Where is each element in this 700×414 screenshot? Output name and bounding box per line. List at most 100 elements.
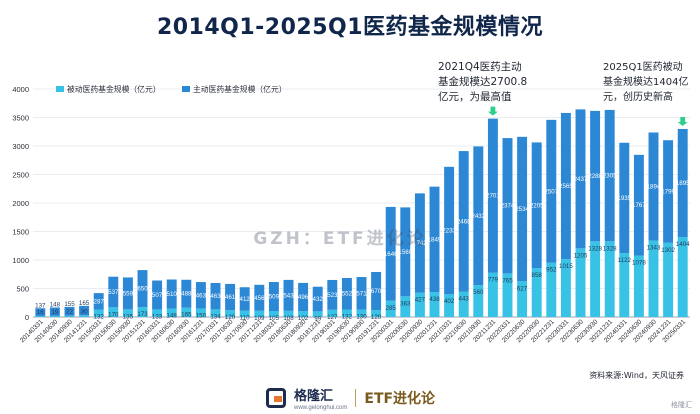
- y-tick-label: 2000: [12, 199, 29, 208]
- value-label-active: 670: [371, 288, 382, 295]
- value-label-passive: 130: [356, 314, 367, 321]
- y-axis-ticks: 0 500 1000 1500 2000 2500 3000 3500 4000: [12, 85, 29, 322]
- bar-passive: [487, 272, 498, 317]
- value-label-passive: 170: [108, 311, 119, 318]
- value-label-active: 412: [240, 296, 251, 303]
- bar-active: [35, 308, 46, 317]
- bar-active: [619, 142, 630, 254]
- value-label-passive: 1015: [559, 263, 573, 270]
- bar-active: [663, 140, 674, 243]
- value-label-passive: 133: [152, 313, 163, 320]
- value-label-active: 650: [137, 286, 148, 293]
- bar-active: [444, 166, 455, 295]
- bar-active: [371, 271, 382, 311]
- value-label-active: 523: [327, 292, 338, 299]
- bar-passive: [575, 248, 586, 317]
- value-label-passive: 1404: [676, 241, 690, 248]
- annotation-line: 基金规模达2700.8: [438, 76, 528, 88]
- bar-passive: [35, 316, 46, 317]
- bar-active: [546, 119, 557, 263]
- bar-active: [93, 293, 104, 310]
- bar-active: [239, 287, 250, 311]
- bar-active: [108, 276, 119, 308]
- bar-active: [487, 118, 498, 273]
- footer-brand: 格隆汇 www.gelonghui.com ETF进化论: [266, 385, 435, 411]
- value-label-passive: 173: [137, 311, 148, 318]
- bar-passive: [444, 294, 455, 317]
- chart-title: 2014Q1-2025Q1医药基金规模情况: [156, 15, 544, 40]
- value-label-passive: 1205: [574, 252, 588, 259]
- brand-text: 格隆汇 www.gelonghui.com: [294, 385, 347, 411]
- value-label-passive: 132: [342, 313, 353, 320]
- legend-label: 被动医药基金规模（亿元）: [67, 84, 161, 94]
- annotation-2025q1: 2025Q1医药被动 基金规模达1404亿 元，创历史新高: [603, 60, 699, 105]
- value-label-active: 1895: [676, 180, 690, 187]
- bar-passive: [166, 308, 177, 317]
- x-axis-ticks: 2014033120140630201409302014123120150331…: [19, 318, 687, 344]
- value-label-passive: 765: [502, 277, 513, 284]
- value-label-active: 510: [167, 291, 178, 298]
- bar-active: [648, 132, 659, 241]
- annotation-line: 2025Q1医药被动: [603, 62, 683, 73]
- bar-active: [517, 136, 528, 282]
- value-label-passive: 22: [66, 309, 73, 316]
- bars: [35, 109, 688, 317]
- brand-domain: www.gelonghui.com: [294, 405, 348, 411]
- bar-passive: [181, 307, 192, 317]
- value-label-passive: 1122: [618, 257, 632, 264]
- annotation-line: 基金规模达1404亿: [603, 77, 689, 88]
- value-label-active: 509: [269, 294, 280, 301]
- value-label-active: 1935: [617, 195, 631, 202]
- y-tick-label: 0: [25, 313, 29, 322]
- value-label-active: 2374: [501, 203, 515, 210]
- bar-passive: [108, 307, 119, 317]
- bar-active: [429, 186, 440, 293]
- value-label-passive: 105: [269, 315, 280, 322]
- bar-passive: [604, 241, 615, 317]
- value-label-passive: 443: [459, 296, 470, 303]
- value-label-active: 1799: [661, 189, 675, 196]
- source-note: 资料来源:Wind，天风证券: [589, 371, 684, 380]
- bar-passive: [502, 273, 513, 317]
- value-label-active: 2534: [515, 206, 529, 213]
- bar-passive: [356, 309, 367, 317]
- legend-swatch: [182, 86, 190, 92]
- value-label-passive: 1302: [661, 247, 675, 254]
- value-label-passive: 1343: [647, 244, 661, 251]
- annotation-arrow-icon: [677, 116, 688, 126]
- y-tick-label: 1500: [12, 228, 29, 237]
- annotation-line: 2021Q4医药主动: [438, 61, 522, 73]
- bar-passive: [283, 310, 294, 317]
- value-label-passive: 858: [532, 272, 543, 279]
- value-label-active: 559: [123, 290, 134, 297]
- value-label-passive: 132: [94, 313, 105, 320]
- value-label-active: 537: [108, 289, 119, 296]
- brand-divider: [355, 389, 357, 407]
- bar-active: [341, 278, 352, 310]
- value-label-active: 543: [283, 292, 294, 299]
- bar-active: [604, 109, 615, 242]
- value-label-passive: 109: [254, 315, 265, 322]
- value-label-passive: 402: [444, 298, 455, 305]
- bar-passive: [619, 253, 630, 317]
- bar-active: [166, 279, 177, 309]
- value-label-passive: 952: [546, 267, 557, 274]
- value-label-active: 148: [50, 301, 61, 308]
- value-label-passive: 363: [400, 300, 411, 307]
- value-label-active: 2288: [588, 173, 602, 180]
- value-label-active: 496: [298, 294, 309, 301]
- value-label-active: 552: [342, 291, 353, 298]
- value-label-active: 1742: [413, 240, 427, 247]
- value-label-passive: 127: [327, 314, 338, 321]
- value-label-passive: 1328: [603, 245, 617, 252]
- bar-active: [575, 109, 586, 249]
- value-label-passive: 16: [37, 309, 44, 316]
- value-label-active: 456: [254, 295, 265, 302]
- value-label-passive: 110: [240, 315, 250, 322]
- bar-passive: [341, 309, 352, 317]
- bar-active: [502, 138, 513, 274]
- bar-active: [473, 146, 484, 286]
- legend: 被动医药基金规模（亿元） 主动医药基金规模（亿元）: [56, 84, 287, 94]
- bar-active: [633, 154, 644, 256]
